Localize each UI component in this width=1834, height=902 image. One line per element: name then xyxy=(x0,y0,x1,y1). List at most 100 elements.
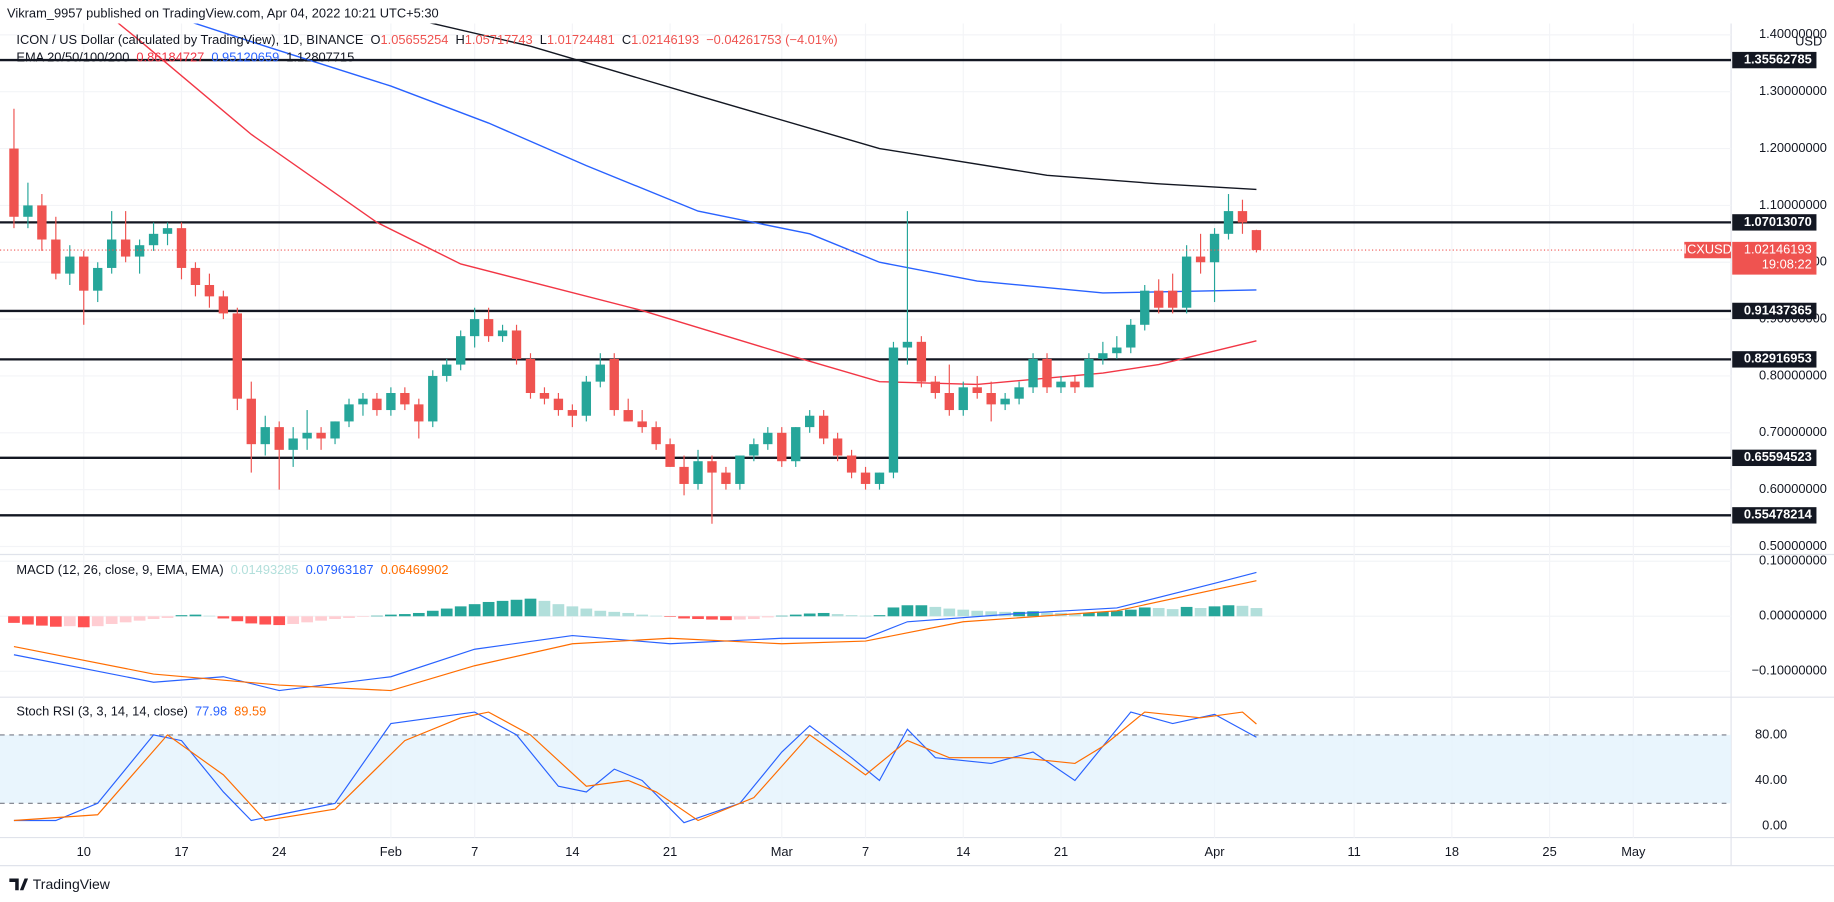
candle-body xyxy=(735,455,745,484)
brand-logo xyxy=(9,878,29,891)
macd-histogram-bar xyxy=(1152,608,1165,617)
candle-body xyxy=(1251,230,1262,251)
legend-item: 0.07963187 xyxy=(306,562,374,577)
currency-label: USD xyxy=(1795,34,1822,49)
candle-body xyxy=(1000,398,1010,405)
macd-histogram-bar xyxy=(1069,613,1081,617)
legend-item: ICON / US Dollar (calculated by TradingV… xyxy=(16,32,364,47)
publisher-header: Vikram_9957 published on TradingView.com… xyxy=(7,6,439,21)
y-tick-label: 80.00 xyxy=(1755,726,1787,741)
candle-body xyxy=(456,336,466,365)
candle-body xyxy=(693,461,703,484)
macd-histogram-bar xyxy=(957,609,970,617)
macd-histogram-bar xyxy=(371,615,383,617)
macd-histogram-bar xyxy=(594,610,607,617)
macd-histogram-bar xyxy=(426,610,439,617)
y-tick-label: 0.60000000 xyxy=(1759,481,1827,496)
y-tick-label: 0.50000000 xyxy=(1759,538,1827,553)
legend-item: 1.05655254 xyxy=(381,32,449,47)
countdown-label: 19:08:22 xyxy=(1762,257,1812,272)
axes: 10 17 24 Feb 7 14 21 Mar 7 14 21 Apr 11 18 25 May 0.5000… xyxy=(77,26,1827,859)
macd-histogram-bar xyxy=(22,616,34,625)
macd-histogram-bar xyxy=(161,616,174,618)
symbol-label: ICXUSD xyxy=(1683,241,1732,256)
candle-body xyxy=(288,438,298,450)
macd-histogram-bar xyxy=(1166,609,1179,617)
x-tick-label: 21 xyxy=(1054,844,1068,859)
candle-body xyxy=(1042,358,1052,388)
candle-body xyxy=(665,444,675,467)
candle-body xyxy=(832,438,843,456)
macd-histogram-bar xyxy=(385,614,397,617)
x-tick-label: 25 xyxy=(1542,844,1556,859)
y-tick-label: 0.00000000 xyxy=(1759,608,1827,623)
legend-item: 1.05717743 xyxy=(465,32,533,47)
candle-body xyxy=(232,313,243,399)
candle-body xyxy=(190,267,201,285)
candle-body xyxy=(511,330,522,359)
candle-body xyxy=(874,472,885,484)
level-label: 0.91437365 xyxy=(1744,302,1812,317)
macd-histogram-bar xyxy=(1110,610,1123,617)
legend-item: Stoch RSI (3, 3, 14, 14, close) xyxy=(16,704,188,719)
y-tick-label: 0.70000000 xyxy=(1759,424,1827,439)
macd-histogram-bar xyxy=(343,616,355,618)
last-price-label: 1.02146193 xyxy=(1744,241,1812,256)
macd-histogram-bar xyxy=(357,616,369,617)
candle-body xyxy=(260,427,270,445)
level-label: 0.82916953 xyxy=(1744,351,1812,366)
indicator-layer xyxy=(0,571,1732,824)
candle-body xyxy=(330,421,340,439)
macd-histogram-bar xyxy=(36,616,48,626)
stoch-line xyxy=(13,711,1257,824)
macd-histogram-bar xyxy=(482,601,495,617)
macd-histogram-bar xyxy=(552,604,565,617)
macd-histogram-bar xyxy=(664,616,676,617)
legend-item: −0.04261753 (−4.01%) xyxy=(706,32,838,47)
candle-body xyxy=(162,228,173,234)
x-tick-label: 24 xyxy=(272,844,286,859)
candle-body xyxy=(553,398,564,411)
macd-histogram-bar xyxy=(720,616,732,621)
candle-body xyxy=(1223,211,1234,234)
candle-body xyxy=(386,393,396,411)
macd-histogram-bar xyxy=(189,614,202,617)
candle-body xyxy=(972,387,982,394)
macd-histogram-bar xyxy=(538,600,551,617)
macd-histogram-bar xyxy=(1083,612,1095,617)
legend-item: 1.12807715 xyxy=(286,50,354,65)
candle-body xyxy=(763,432,773,445)
level-label-box xyxy=(1732,351,1817,368)
candle-body xyxy=(134,245,145,257)
level-label-box xyxy=(1732,302,1817,320)
macd-histogram-bar xyxy=(524,598,537,617)
candle-body xyxy=(818,415,829,439)
candle-body xyxy=(749,444,759,456)
x-tick-label: 21 xyxy=(663,844,677,859)
last-price-box xyxy=(1732,241,1817,275)
macd-histogram-bar xyxy=(217,616,230,619)
candle-body xyxy=(1209,233,1220,263)
x-tick-label: Feb xyxy=(380,844,402,859)
macd-histogram-bar xyxy=(901,605,914,617)
legend-item: L xyxy=(540,32,547,47)
macd-histogram-bar xyxy=(915,605,928,617)
candle-body xyxy=(805,415,815,428)
candle-body xyxy=(721,472,731,484)
macd-histogram-bar xyxy=(1222,605,1235,617)
candle-body xyxy=(1154,290,1164,308)
macd-histogram-bar xyxy=(245,616,258,624)
level-label: 0.65594523 xyxy=(1744,449,1812,464)
macd-histogram-bar xyxy=(8,616,20,623)
macd-histogram-bar xyxy=(636,614,649,617)
x-tick-label: Apr xyxy=(1205,844,1226,859)
level-label: 0.55478214 xyxy=(1744,507,1813,522)
legend-item: 77.98 xyxy=(195,704,227,719)
legend-item: 0.95120659 xyxy=(211,50,279,65)
candle-body xyxy=(1181,256,1192,308)
candle-body xyxy=(414,404,424,422)
candle-body xyxy=(623,410,633,422)
y-tick-label: 1.20000000 xyxy=(1759,140,1827,155)
macd-histogram-bar xyxy=(1236,605,1249,617)
macd-histogram-bar xyxy=(887,607,900,617)
